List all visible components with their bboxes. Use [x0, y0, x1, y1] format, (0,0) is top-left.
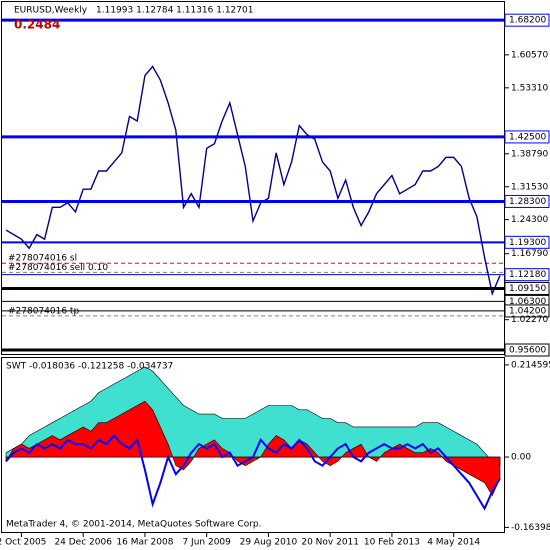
- level-label: 1.28300: [509, 197, 546, 207]
- sub-frame: [1, 357, 505, 533]
- y-tick-label: 1.53310: [511, 83, 548, 93]
- y-tick-label: -0.163981: [511, 523, 550, 533]
- x-tick-label: 20 Nov 2011: [301, 538, 359, 548]
- level-box: [504, 281, 550, 295]
- y-tick-label: 1.60570: [511, 50, 548, 60]
- level-label: 1.68200: [509, 16, 546, 26]
- y-tick-label: 1.24300: [511, 215, 548, 225]
- level-label: 1.06300: [509, 297, 546, 307]
- x-tick-label: 16 Mar 2008: [116, 538, 173, 548]
- main-chart: [2, 18, 504, 352]
- indicator-title: SWT -0.018036 -0.121258 -0.034737: [6, 362, 173, 372]
- level-label: 1.04200: [509, 306, 546, 316]
- level-label: 0.95600: [509, 346, 546, 356]
- y-tick-label: 1.31530: [511, 182, 548, 192]
- y-tick-label: 0.214595: [511, 360, 550, 370]
- chart-subtitle: 1.11993 1.12784 1.11316 1.12701: [96, 6, 253, 16]
- level-box: [504, 194, 550, 208]
- level-box: [504, 235, 550, 249]
- y-tick-label: 1.16790: [511, 249, 548, 259]
- level-box: [504, 304, 550, 318]
- order-label: #278074016 sl: [8, 254, 77, 264]
- plot: [2, 18, 504, 352]
- level-label: 1.19300: [509, 238, 546, 248]
- level-box: [504, 343, 550, 357]
- y-tick-label: 1.02270: [511, 315, 548, 325]
- level-box: [504, 130, 550, 144]
- plot: [5, 366, 501, 511]
- order-label: #278074016 sell 0.10: [8, 263, 108, 273]
- x-tick-label: 10 Feb 2013: [364, 538, 420, 548]
- x-tick-label: 24 Dec 2006: [54, 538, 112, 548]
- x-tick-label: 7 Jun 2009: [182, 538, 231, 548]
- y-tick-label: 1.38790: [511, 149, 548, 159]
- level-label: 1.09150: [509, 284, 546, 294]
- y-tick-label: 0.00: [511, 453, 531, 463]
- price-line: [5, 65, 501, 296]
- level-label: 1.12180: [509, 270, 546, 280]
- x-tick-label: 2 Oct 2005: [0, 538, 46, 548]
- level-box: [504, 13, 550, 27]
- x-tick-label: 4 May 2014: [427, 538, 480, 548]
- annotation: 0.2484: [14, 18, 60, 32]
- order-label: #278074016 tp: [8, 306, 79, 316]
- level-box: [504, 268, 550, 282]
- indicator-chart: [5, 366, 501, 511]
- chart-title: EURUSD,Weekly: [14, 6, 88, 16]
- copyright: MetaTrader 4, © 2001-2014, MetaQuotes So…: [6, 520, 262, 530]
- main-frame: [1, 1, 505, 355]
- indicator-line: [5, 434, 501, 511]
- indicator-area: [5, 400, 501, 497]
- x-tick-label: 29 Aug 2010: [240, 538, 298, 548]
- level-label: 1.42500: [509, 132, 546, 142]
